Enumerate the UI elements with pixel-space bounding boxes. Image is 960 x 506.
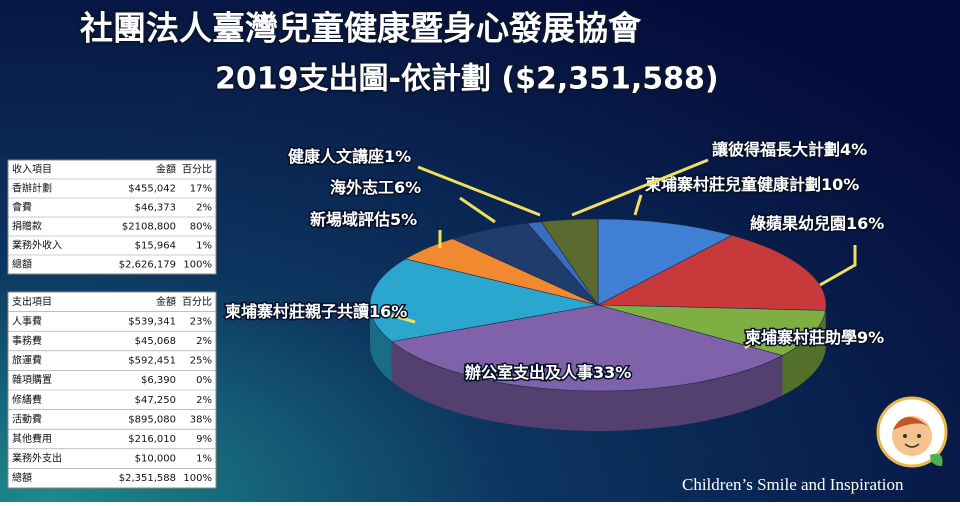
category-label: 讓彼得福長大計劃 (712, 140, 840, 159)
value-label: 6% (394, 178, 421, 197)
category-label: 柬埔寨村莊親子共讀 (225, 302, 369, 321)
table-cell: 100% (183, 260, 212, 271)
data-label: 健康人文講座1% (288, 147, 411, 166)
category-label: 柬埔寨村莊助學 (745, 328, 857, 347)
table-cell: 會費 (12, 201, 32, 214)
table-cell: 事務費 (12, 334, 42, 347)
data-label: 海外志工6% (330, 178, 421, 197)
table-cell: $895,080 (128, 414, 176, 425)
value-label: 10% (821, 175, 859, 194)
table-cell: 25% (190, 356, 212, 367)
table-cell: $45,068 (135, 336, 176, 347)
table-header: 金額 (156, 163, 176, 176)
category-label: 綠蘋果幼兒園 (750, 214, 846, 233)
table-header: 百分比 (182, 296, 212, 308)
table-cell: 9% (196, 434, 212, 445)
table-cell: 捐贈款 (12, 220, 42, 233)
value-label: 33% (593, 363, 631, 382)
table-cell: $6,390 (141, 375, 176, 386)
table-cell: 2% (196, 203, 212, 214)
table-header: 收入項目 (12, 163, 52, 176)
table-cell: 2% (196, 336, 212, 347)
table-cell: 其他費用 (12, 432, 52, 445)
table-cell: 100% (183, 473, 212, 484)
table-cell: 0% (196, 375, 212, 386)
table-cell: $455,042 (128, 184, 176, 195)
table-cell: $539,341 (128, 316, 176, 327)
value-label: 1% (384, 147, 411, 166)
table-cell: 1% (196, 454, 212, 465)
table-cell: 2% (196, 395, 212, 406)
table-cell: 業務外收入 (12, 239, 62, 252)
value-label: 4% (840, 140, 867, 159)
value-label: 9% (857, 328, 884, 347)
value-label: 5% (390, 210, 417, 229)
category-label: 柬埔寨村莊兒童健康計劃 (645, 175, 821, 194)
table-cell: $2,626,179 (119, 260, 176, 271)
table-cell: 80% (190, 222, 212, 233)
data-label: 柬埔寨村莊助學9% (745, 328, 884, 347)
table-cell: 雜項購置 (12, 373, 52, 386)
table-cell: 活動費 (12, 412, 42, 425)
chart-subtitle: 2019支出圖-依計劃 ($2,351,588) (215, 62, 719, 97)
table-header: 支出項目 (12, 295, 52, 308)
table-cell: $592,451 (128, 356, 176, 367)
data-label: 讓彼得福長大計劃4% (712, 140, 867, 159)
table-cell: $10,000 (135, 454, 176, 465)
category-label: 海外志工 (330, 178, 394, 197)
footer: Children’s Smile and Inspiration (682, 475, 904, 494)
table-cell: 修繕費 (12, 393, 42, 406)
data-label: 綠蘋果幼兒園16% (750, 214, 884, 233)
data-label: 柬埔寨村莊兒童健康計劃10% (645, 175, 859, 194)
table-cell: 23% (190, 316, 212, 327)
value-label: 16% (846, 214, 884, 233)
table-cell: $46,373 (135, 203, 176, 214)
chart-title: 社團法人臺灣兒童健康暨身心發展協會 (80, 9, 642, 48)
table-cell: 總額 (12, 258, 32, 271)
table-cell: $15,964 (135, 241, 176, 252)
table-cell: $216,010 (128, 434, 176, 445)
table-header: 百分比 (182, 164, 212, 176)
value-label: 16% (369, 302, 407, 321)
table-cell: $2108,800 (122, 222, 176, 233)
table-cell: $2,351,588 (119, 473, 176, 484)
table-cell: 總額 (12, 471, 32, 484)
category-label: 健康人文講座 (288, 147, 384, 166)
data-label: 柬埔寨村莊親子共讀16% (225, 302, 407, 321)
category-label: 新場域評估 (310, 210, 390, 229)
data-label: 新場域評估5% (310, 210, 417, 229)
data-label: 辦公室支出及人事33% (465, 363, 631, 382)
logo (878, 398, 946, 466)
table-cell: 香辦計劃 (12, 182, 52, 195)
table-cell: $47,250 (135, 395, 176, 406)
table-cell: 人事費 (12, 314, 42, 327)
category-label: 辦公室支出及人事 (465, 363, 593, 382)
table-cell: 旅運費 (12, 354, 42, 367)
table-header: 金額 (156, 295, 176, 308)
table-cell: 17% (190, 184, 212, 195)
table-cell: 業務外支出 (12, 452, 62, 465)
table-cell: 1% (196, 241, 212, 252)
table-cell: 38% (190, 414, 212, 425)
